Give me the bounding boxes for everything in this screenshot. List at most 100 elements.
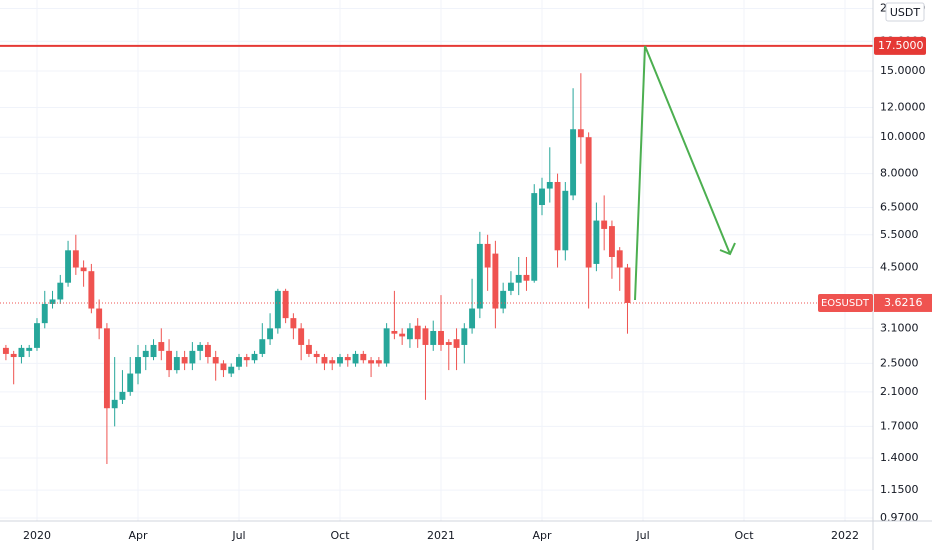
candle-body (562, 190, 569, 251)
candle-body (65, 250, 72, 283)
y-tick-label: 8.0000 (880, 167, 919, 180)
y-tick-label: 15.0000 (880, 64, 926, 77)
candle-body (624, 267, 631, 303)
candle-body (243, 357, 250, 361)
candle-body (18, 347, 25, 358)
y-tick-label: 3.1000 (880, 321, 919, 334)
symbol-label: EOSUSDT (821, 298, 870, 309)
y-tick-label: 6.5000 (880, 201, 919, 214)
drawn-arrow (634, 45, 731, 301)
candle-body (197, 344, 204, 351)
candle-body (344, 357, 351, 361)
candle-body (267, 328, 274, 340)
candle-body (383, 328, 390, 364)
y-tick-label: 5.5000 (880, 228, 919, 241)
candle-body (352, 353, 359, 364)
y-tick-label: 1.7000 (880, 419, 919, 432)
candle-body (616, 250, 623, 268)
candle-body (399, 333, 406, 337)
candle-body (313, 353, 320, 358)
candle-body (438, 330, 444, 345)
currency: USDT (890, 6, 921, 19)
candle-body (96, 308, 103, 329)
candle-body (290, 318, 297, 329)
candle-body (546, 181, 553, 189)
candle-body (337, 357, 343, 364)
candle-body (49, 299, 56, 304)
x-tick-label: Apr (532, 529, 552, 542)
candle-body (236, 357, 242, 367)
candle-body (282, 290, 289, 319)
labels-layer: 17.5000 EOSUSDT 3.6216 (818, 36, 932, 312)
candle-body (57, 282, 64, 300)
last-price-label: 3.6216 (884, 296, 923, 309)
x-tick-label: 2022 (831, 529, 859, 542)
candle-body (375, 360, 382, 364)
x-tick-label: 2021 (427, 529, 455, 542)
candle-body (608, 226, 615, 257)
candle-body (360, 353, 367, 361)
x-tick-label: Apr (128, 529, 148, 542)
candle-body (422, 328, 429, 345)
candle-body (445, 342, 452, 345)
candle-body (212, 357, 219, 364)
x-tick-label: Oct (330, 529, 350, 542)
candle-body (601, 220, 608, 229)
candle-body (150, 344, 157, 358)
y-tick-label: 2.5000 (880, 356, 919, 369)
candle-body (523, 274, 530, 281)
candle-body (142, 350, 149, 358)
candle-body (414, 325, 421, 340)
candle-body (2, 347, 9, 354)
candle-body (593, 220, 600, 264)
last-price-box (874, 293, 932, 312)
candle-body (135, 357, 141, 374)
x-tick-label: Jul (635, 529, 649, 542)
candle-body (406, 328, 413, 340)
level-label-box (874, 36, 926, 55)
candle-body (476, 243, 483, 309)
candle-body (321, 357, 328, 364)
candle-body (103, 328, 110, 409)
candle-body (554, 181, 561, 251)
candle-body (430, 330, 437, 345)
x-tick-label: Jul (231, 529, 245, 542)
candle-body (539, 188, 545, 206)
candle-body (329, 360, 336, 364)
y-tick-label: 1.4000 (880, 451, 919, 464)
candle-body (251, 353, 258, 361)
candle-body (274, 290, 281, 329)
candle-body (585, 137, 592, 268)
candle-body (368, 360, 375, 364)
candle-body (72, 250, 79, 268)
candle-body (111, 399, 118, 409)
arrow-head (719, 242, 736, 256)
y-tick-label: 2.1000 (880, 385, 919, 398)
candle-body (305, 344, 312, 354)
candle-body (298, 328, 305, 345)
candle-body (531, 193, 538, 281)
candle-body (88, 271, 95, 309)
y-tick-label: 0.9700 (880, 511, 919, 524)
candle-body (127, 373, 134, 392)
candle-body (391, 330, 398, 334)
candle-body (41, 303, 48, 324)
candle-body (166, 350, 173, 371)
y-tick-label: 1.1500 (880, 483, 919, 496)
candle-body (34, 323, 40, 348)
level-label: 17.5000 (878, 39, 924, 52)
candle-body (204, 344, 211, 358)
candle-body (507, 282, 514, 291)
candle-body (453, 339, 460, 348)
symbol-label-box (818, 293, 873, 312)
candle-body (484, 243, 491, 268)
candle-body (500, 290, 507, 309)
y-tick-label: 12.0000 (880, 100, 926, 113)
candle-body (492, 253, 499, 309)
currency-box[interactable] (885, 2, 925, 22)
candle-body (228, 366, 235, 374)
candle-body (158, 342, 165, 351)
candle-body (10, 353, 17, 358)
